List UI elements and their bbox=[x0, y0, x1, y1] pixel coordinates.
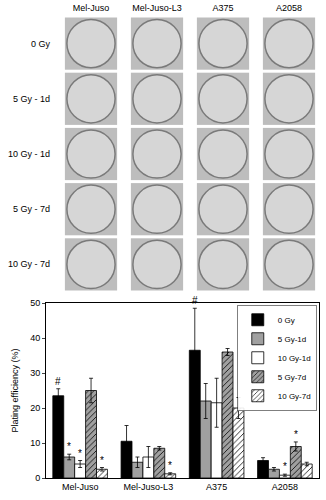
svg-text:*: * bbox=[294, 429, 298, 440]
svg-text:10 Gy - 7d: 10 Gy - 7d bbox=[8, 259, 50, 269]
svg-text:A2058: A2058 bbox=[276, 3, 302, 13]
svg-text:Mel-Juso-L3: Mel-Juso-L3 bbox=[124, 482, 174, 492]
svg-text:30: 30 bbox=[30, 368, 40, 378]
svg-text:10: 10 bbox=[30, 438, 40, 448]
svg-text:10 Gy-1d: 10 Gy-1d bbox=[278, 354, 311, 363]
svg-text:Plating efficiency (%): Plating efficiency (%) bbox=[10, 349, 20, 433]
svg-text:*: * bbox=[168, 460, 172, 471]
svg-text:10 Gy - 1d: 10 Gy - 1d bbox=[8, 149, 50, 159]
svg-text:Mel-Juso-L3: Mel-Juso-L3 bbox=[132, 3, 182, 13]
svg-text:5 Gy - 1d: 5 Gy - 1d bbox=[13, 94, 50, 104]
svg-text:20: 20 bbox=[30, 403, 40, 413]
svg-text:A2058: A2058 bbox=[272, 482, 298, 492]
svg-text:10 Gy-7d: 10 Gy-7d bbox=[278, 392, 311, 401]
svg-text:*: * bbox=[283, 461, 287, 472]
svg-text:40: 40 bbox=[30, 333, 40, 343]
svg-text:5 Gy - 7d: 5 Gy - 7d bbox=[13, 204, 50, 214]
svg-text:*: * bbox=[100, 455, 104, 466]
svg-text:#: # bbox=[55, 376, 61, 387]
svg-text:Mel-Juso: Mel-Juso bbox=[73, 3, 110, 13]
svg-text:5 Gy-1d: 5 Gy-1d bbox=[278, 335, 306, 344]
svg-text:0 Gy: 0 Gy bbox=[31, 39, 51, 49]
svg-text:50: 50 bbox=[30, 298, 40, 308]
svg-text:5 Gy-7d: 5 Gy-7d bbox=[278, 373, 306, 382]
svg-text:0: 0 bbox=[35, 473, 40, 483]
svg-text:*: * bbox=[67, 441, 71, 452]
svg-text:#: # bbox=[192, 295, 198, 306]
svg-text:A375: A375 bbox=[206, 482, 227, 492]
svg-text:*: * bbox=[78, 448, 82, 459]
svg-text:0 Gy: 0 Gy bbox=[278, 316, 295, 325]
svg-text:A375: A375 bbox=[212, 3, 233, 13]
svg-text:Mel-Juso: Mel-Juso bbox=[62, 482, 99, 492]
